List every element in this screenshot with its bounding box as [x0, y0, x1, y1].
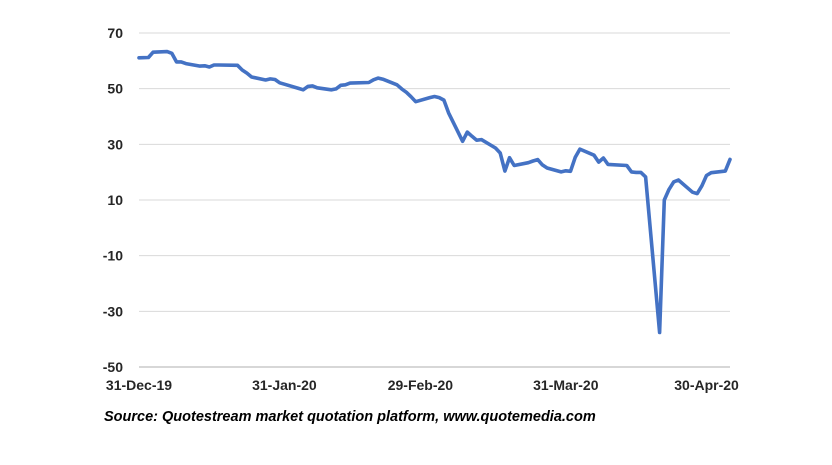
y-tick-label: 70: [107, 25, 123, 41]
gridlines: [139, 32, 730, 312]
x-tick-label: 31-Jan-20: [252, 377, 317, 393]
y-tick-label: 50: [107, 81, 123, 97]
x-axis-labels: 31-Dec-19 31-Jan-20 29-Feb-20 31-Mar-20 30-A…: [106, 377, 739, 393]
y-tick-label: 10: [107, 192, 123, 208]
source-note: Source: Quotestream market quotation pla…: [104, 409, 596, 425]
y-tick-label: -30: [103, 303, 123, 319]
series-line: [137, 49, 732, 335]
y-axis-labels: 70 50 30 10 -10 -30 -50: [103, 25, 123, 375]
y-tick-label: -10: [103, 248, 123, 264]
x-tick-label: 30-Apr-20: [674, 377, 739, 393]
x-tick-label: 31-Mar-20: [533, 377, 599, 393]
x-tick-label: 29-Feb-20: [388, 377, 454, 393]
y-tick-label: 30: [107, 136, 123, 152]
series-layer: [137, 49, 732, 335]
x-tick-label: 31-Dec-19: [106, 377, 172, 393]
y-tick-label: -50: [103, 359, 123, 375]
